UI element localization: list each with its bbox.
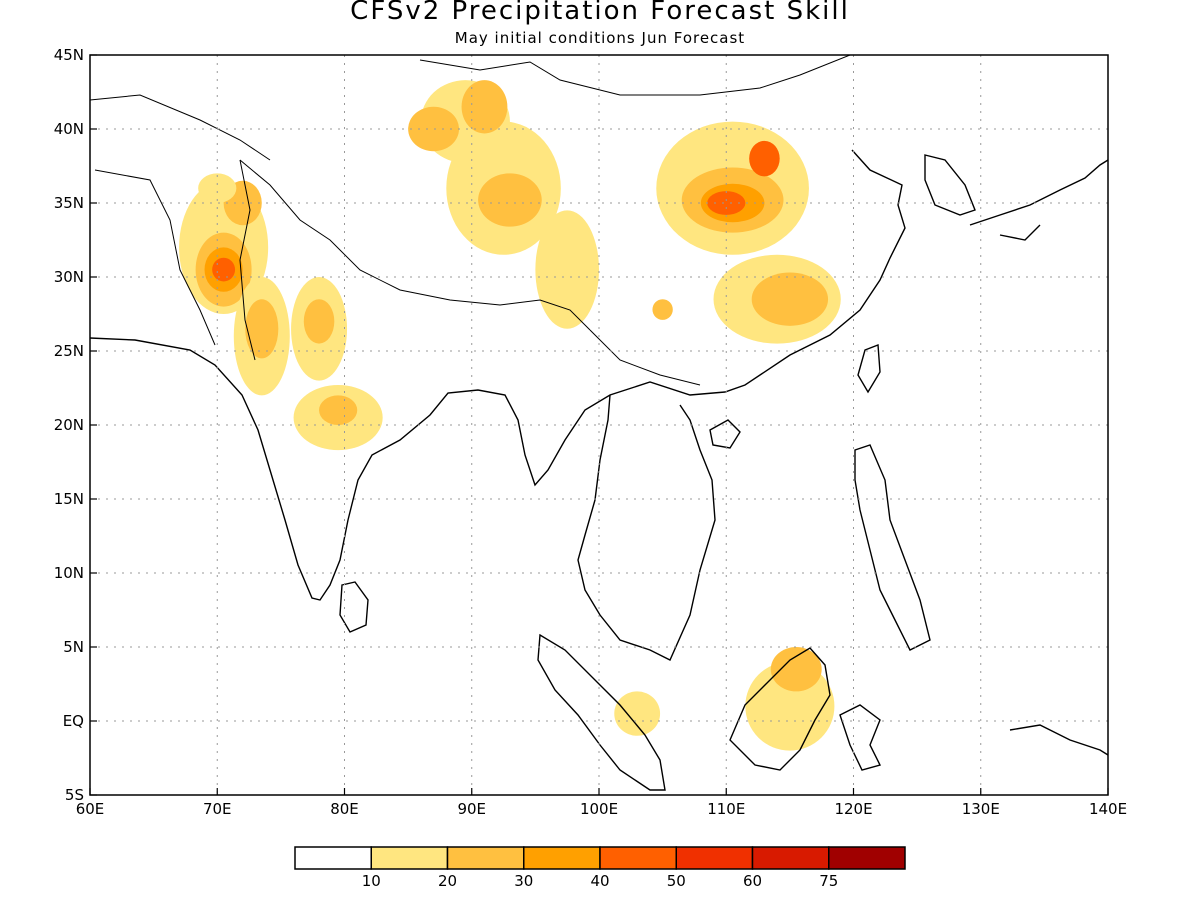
colorbar-label: 20 (438, 872, 457, 890)
lon-tick-label: 120E (834, 800, 872, 818)
lon-tick-label: 100E (580, 800, 618, 818)
coastline-korea (924, 154, 976, 216)
colorbar: 10 20 30 40 50 60 75 (294, 846, 906, 890)
colorbar-label: 10 (362, 872, 381, 890)
coastline-sulawesi (839, 704, 882, 771)
coastline-srilanka (339, 581, 369, 633)
lat-tick-label: EQ (63, 712, 84, 730)
lon-tick-label: 140E (1089, 800, 1127, 818)
axis-ticks: 60E 70E 80E 90E 100E 110E 120E 130E 140E 5S EQ 5N 10… (54, 46, 1127, 818)
lat-tick-label: 25N (54, 342, 84, 360)
skill-region-28 (614, 691, 661, 736)
skill-region-25 (652, 299, 673, 320)
skill-regions (179, 80, 841, 751)
coastline-sumatra (537, 633, 666, 791)
skill-region-27 (770, 647, 822, 692)
colorbar-swatch (599, 846, 677, 870)
lat-tick-label: 10N (54, 564, 84, 582)
skill-region-3 (461, 80, 508, 134)
skill-region-5 (535, 210, 599, 329)
colorbar-swatch (675, 846, 754, 870)
coastline-arabia-india (90, 149, 906, 601)
colorbar-swatch (751, 846, 830, 870)
lon-tick-label: 80E (330, 800, 359, 818)
colorbar-swatch (446, 846, 525, 870)
colorbar-label: 30 (514, 872, 533, 890)
skill-region-12 (751, 272, 829, 326)
skill-region-4 (478, 173, 542, 227)
border-central-asia (90, 94, 271, 161)
border-india-china (239, 159, 591, 331)
skill-region-22 (319, 395, 358, 426)
coastline-hainan (709, 419, 741, 449)
colorbar-label: 40 (590, 872, 609, 890)
lat-tick-label: 35N (54, 194, 84, 212)
lat-tick-label: 5S (65, 786, 84, 804)
skill-region-10 (749, 140, 780, 177)
colorbar-label: 75 (819, 872, 838, 890)
lon-tick-label: 70E (203, 800, 232, 818)
coastlines (90, 55, 1108, 791)
lat-tick-label: 45N (54, 46, 84, 64)
map-title: CFSv2 Precipitation Forecast Skill (350, 0, 850, 26)
skill-region-18 (245, 299, 279, 359)
lon-tick-label: 60E (76, 800, 105, 818)
skill-region-2 (408, 106, 460, 152)
lat-tick-label: 5N (63, 638, 84, 656)
skill-region-16 (212, 257, 236, 282)
coastline-taiwan (857, 344, 881, 394)
coastline-borneo (729, 647, 831, 771)
colorbar-swatch (294, 846, 372, 870)
colorbar-swatch (828, 846, 906, 870)
lon-tick-label: 90E (457, 800, 486, 818)
border-iran-afghanistan (94, 169, 216, 346)
lat-tick-label: 40N (54, 120, 84, 138)
lat-tick-label: 15N (54, 490, 84, 508)
colorbar-swatch (370, 846, 449, 870)
colorbar-label: 60 (743, 872, 762, 890)
skill-region-9 (707, 191, 746, 215)
border-mongolia (419, 55, 851, 96)
coastline-newguinea (1009, 724, 1108, 756)
border-pakistan-india (239, 159, 256, 361)
border-china-se (589, 329, 701, 386)
colorbar-label: 50 (667, 872, 686, 890)
lon-tick-label: 130E (962, 800, 1000, 818)
coastline-japan (969, 159, 1108, 241)
lat-tick-label: 20N (54, 416, 84, 434)
colorbar-swatch (523, 846, 601, 870)
coastline-philippines (854, 444, 931, 651)
lat-tick-label: 30N (54, 268, 84, 286)
skill-region-24 (198, 173, 237, 203)
lon-tick-label: 110E (707, 800, 745, 818)
coastline-indochina (577, 394, 716, 661)
skill-region-20 (303, 299, 335, 344)
grid-lines (90, 55, 1108, 795)
map-subtitle: May initial conditions Jun Forecast (454, 29, 746, 47)
